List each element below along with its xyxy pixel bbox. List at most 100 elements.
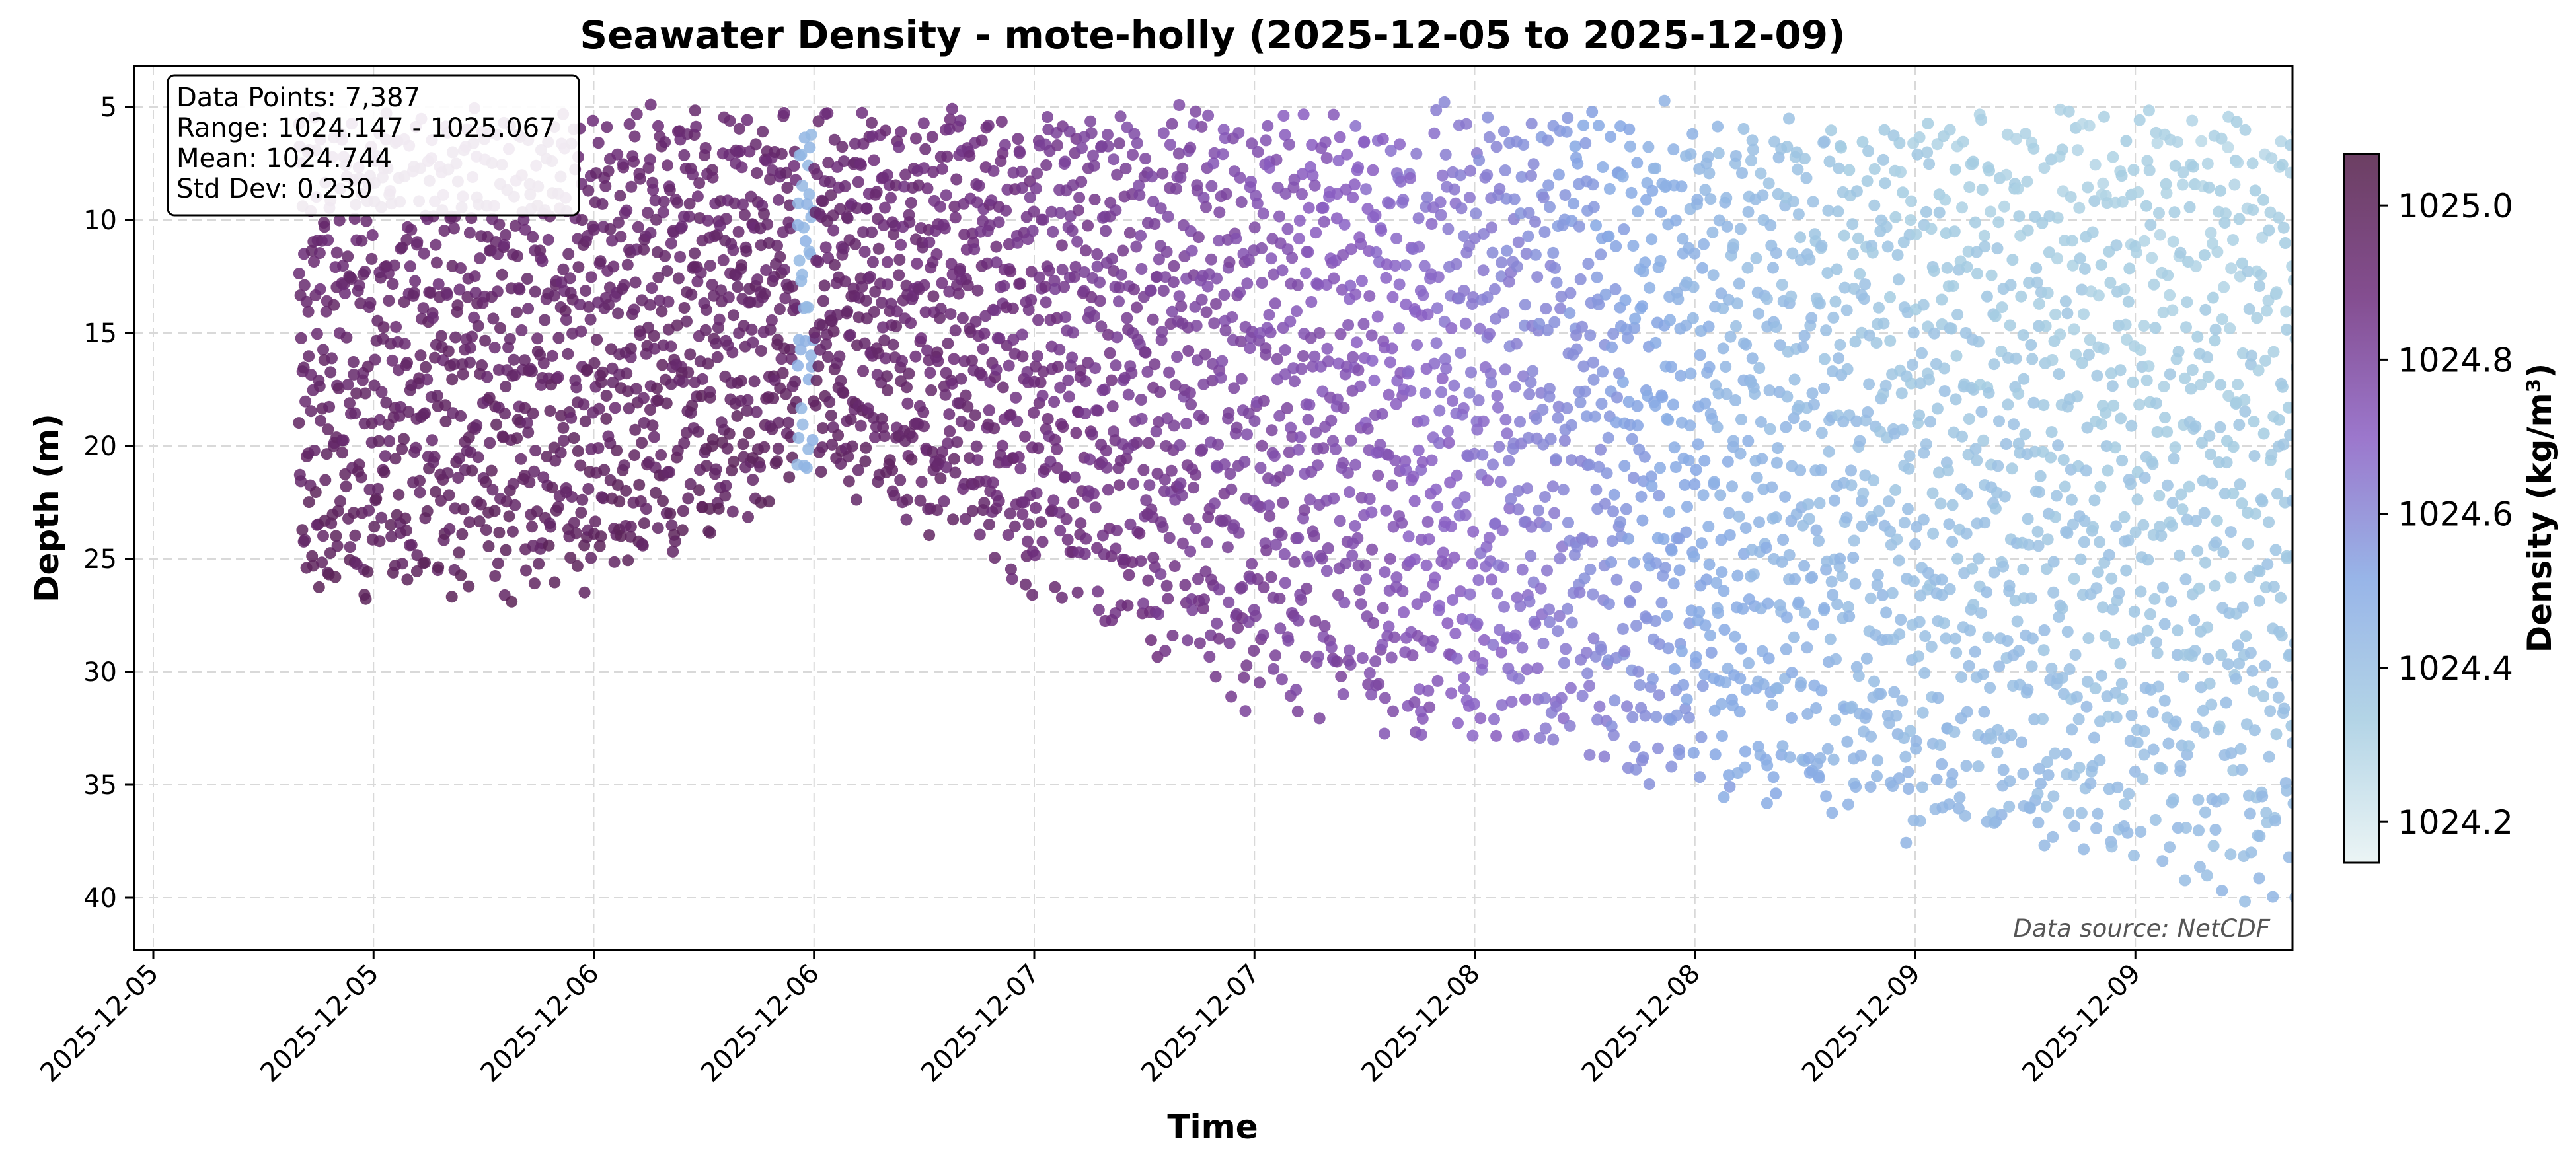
- data-point: [2193, 582, 2205, 595]
- data-point: [623, 118, 636, 130]
- data-point: [1902, 783, 1914, 795]
- data-point: [1679, 478, 1691, 491]
- data-point: [2207, 840, 2220, 852]
- data-point: [1390, 398, 1402, 410]
- data-point: [995, 116, 1008, 128]
- data-point: [771, 239, 783, 252]
- data-point: [1310, 426, 1322, 439]
- data-point: [1780, 421, 1792, 433]
- data-point: [1306, 139, 1318, 151]
- data-point: [2165, 595, 2178, 608]
- data-point: [587, 223, 600, 236]
- data-point: [1681, 693, 1693, 706]
- data-point: [1307, 169, 1319, 182]
- data-point: [2073, 201, 2086, 214]
- data-point: [1607, 328, 1620, 340]
- data-point: [1014, 462, 1027, 475]
- data-point: [2202, 371, 2215, 383]
- data-point: [2270, 286, 2283, 299]
- data-point: [1374, 439, 1386, 451]
- data-point: [1579, 385, 1591, 398]
- data-point: [1292, 532, 1305, 544]
- data-point: [2011, 615, 2024, 628]
- data-point: [1388, 631, 1401, 643]
- data-point: [620, 484, 632, 497]
- data-point: [1976, 184, 1989, 196]
- data-point: [1638, 451, 1651, 463]
- data-point: [704, 527, 716, 539]
- data-point: [2123, 787, 2135, 800]
- data-point: [531, 332, 544, 345]
- data-point: [900, 513, 913, 526]
- data-point: [1313, 712, 1326, 725]
- data-point: [2210, 536, 2222, 549]
- data-point: [2166, 497, 2179, 509]
- data-point: [2120, 135, 2133, 147]
- data-point: [1331, 393, 1344, 406]
- data-point: [1234, 286, 1246, 299]
- data-point: [2031, 525, 2044, 538]
- data-point: [1143, 437, 1155, 449]
- data-point: [934, 472, 947, 485]
- data-point: [1938, 617, 1950, 630]
- data-point: [1490, 141, 1503, 153]
- data-point: [1377, 602, 1389, 614]
- data-point: [1969, 443, 1982, 455]
- data-point: [1972, 760, 1985, 773]
- data-point: [1792, 208, 1805, 221]
- data-point: [1036, 536, 1049, 548]
- data-point: [1430, 104, 1443, 116]
- data-point: [315, 414, 326, 427]
- data-point: [999, 139, 1011, 151]
- data-point: [1167, 276, 1180, 289]
- data-point: [1186, 244, 1198, 257]
- data-point: [1054, 381, 1067, 394]
- data-point: [1433, 437, 1445, 449]
- data-point: [2129, 526, 2142, 538]
- data-point: [2138, 725, 2150, 737]
- data-point: [1558, 657, 1570, 669]
- data-point: [600, 390, 613, 402]
- data-point: [482, 540, 495, 552]
- data-point: [1846, 700, 1858, 713]
- data-point: [1175, 300, 1188, 312]
- data-point: [1197, 192, 1210, 204]
- data-point: [373, 435, 385, 447]
- data-point: [642, 207, 654, 219]
- data-point: [2195, 135, 2208, 147]
- data-point: [2153, 207, 2165, 219]
- data-point: [736, 259, 748, 272]
- data-point: [1477, 228, 1490, 240]
- data-point: [332, 505, 344, 517]
- data-point: [1840, 304, 1853, 316]
- data-point: [618, 459, 630, 472]
- data-point: [2035, 778, 2047, 790]
- data-point: [2199, 806, 2211, 819]
- data-point: [794, 344, 807, 356]
- data-point: [1173, 290, 1186, 303]
- data-point: [1040, 159, 1053, 171]
- data-point: [445, 591, 458, 603]
- data-point: [917, 406, 930, 418]
- data-point: [1586, 106, 1599, 118]
- data-point: [817, 195, 829, 207]
- data-point: [507, 478, 519, 490]
- data-point: [1981, 586, 1993, 599]
- data-point: [298, 279, 311, 291]
- data-point: [2096, 601, 2109, 614]
- data-point: [1014, 277, 1027, 290]
- data-point: [1296, 168, 1308, 180]
- data-point: [1548, 316, 1561, 328]
- data-point: [2234, 743, 2247, 755]
- data-point: [1699, 397, 1712, 410]
- data-point: [1155, 568, 1167, 581]
- data-point: [1985, 732, 1998, 745]
- data-point: [1352, 161, 1365, 174]
- data-point: [1776, 556, 1788, 568]
- data-point: [2071, 144, 2084, 157]
- data-point: [1070, 427, 1082, 439]
- data-point: [1385, 651, 1398, 664]
- data-point: [355, 471, 367, 484]
- data-point: [1649, 400, 1661, 412]
- data-point: [1459, 509, 1472, 521]
